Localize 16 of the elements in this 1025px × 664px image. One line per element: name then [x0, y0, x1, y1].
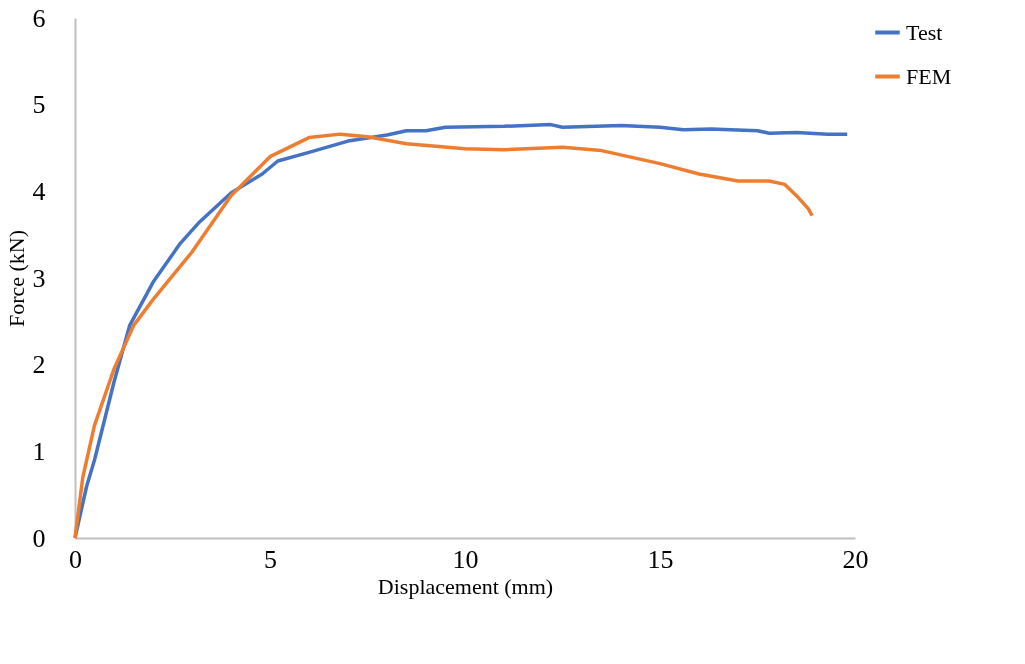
- x-tick-label: 10: [452, 544, 479, 574]
- x-tick-label: 20: [842, 544, 869, 574]
- y-tick-label: 2: [32, 350, 46, 380]
- legend-label: Test: [906, 19, 943, 45]
- x-tick-label: 0: [69, 544, 82, 574]
- y-tick-label: 5: [32, 90, 46, 120]
- x-tick-label: 15: [647, 544, 674, 574]
- legend-label: FEM: [906, 63, 952, 89]
- y-tick-label: 6: [32, 3, 46, 33]
- y-tick-label: 1: [32, 436, 46, 466]
- y-tick-label: 3: [32, 263, 46, 293]
- y-axis-title: Force (kN): [3, 229, 29, 328]
- x-axis-title: Displacement (mm): [377, 573, 554, 599]
- x-tick-label: 5: [264, 544, 277, 574]
- y-tick-label: 4: [32, 176, 46, 206]
- y-tick-label: 0: [32, 523, 46, 553]
